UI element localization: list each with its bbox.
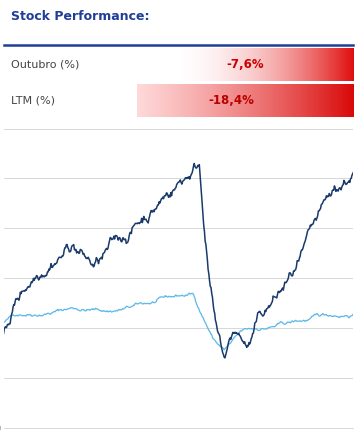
Text: -18,4%: -18,4% <box>208 94 254 107</box>
Text: -7,6%: -7,6% <box>226 58 264 71</box>
Text: Outubro (%): Outubro (%) <box>11 60 79 70</box>
Text: LTM (%): LTM (%) <box>11 95 55 106</box>
Text: Stock Performance:: Stock Performance: <box>11 10 149 22</box>
